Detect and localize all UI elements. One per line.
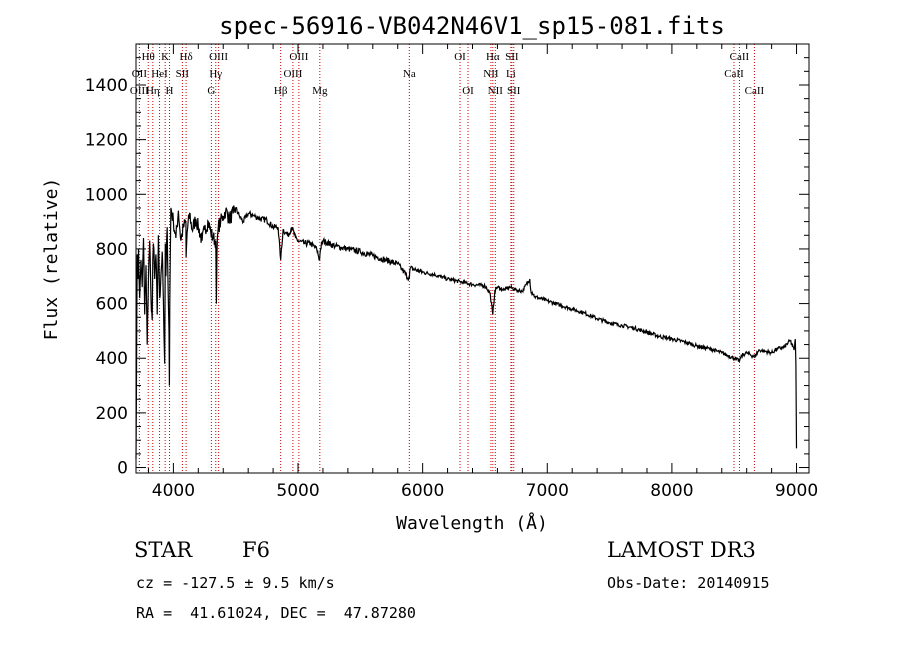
object-subclass: F6 bbox=[242, 538, 270, 562]
line-label-Mg: Mg bbox=[312, 85, 328, 97]
line-label-Na: Na bbox=[403, 68, 416, 80]
y-tick-label: 200 bbox=[96, 404, 128, 424]
y-axis-label: Flux (relative) bbox=[41, 178, 62, 341]
line-label-CaII: CaII bbox=[745, 85, 765, 97]
line-label-K: K bbox=[161, 51, 169, 63]
y-tick-label: 1400 bbox=[85, 76, 128, 96]
line-label-Hθ: Hθ bbox=[142, 51, 155, 63]
coordinates-readout: RA = 41.61024, DEC = 47.87280 bbox=[136, 604, 416, 622]
line-label-CaII: CaII bbox=[724, 68, 744, 80]
x-tick-label: 6000 bbox=[401, 481, 444, 501]
chart-title: spec-56916-VB042N46V1_sp15-081.fits bbox=[219, 12, 725, 40]
line-label-OIII: OIII bbox=[289, 51, 308, 63]
survey-name: LAMOST DR3 bbox=[607, 538, 756, 562]
x-tick-label: 4000 bbox=[152, 481, 195, 501]
y-tick-label: 600 bbox=[96, 295, 128, 315]
line-label-Hη: Hη bbox=[146, 85, 160, 97]
line-label-OIII: OIII bbox=[283, 68, 302, 80]
line-label-SII: SII bbox=[176, 68, 190, 80]
line-label-SII: SII bbox=[505, 51, 519, 63]
line-label-NII: NII bbox=[483, 68, 499, 80]
x-axis: 4000 5000 6000 7000 8000 9000 bbox=[147, 44, 818, 501]
line-label-SII: SII bbox=[507, 85, 521, 97]
y-tick-label: 1200 bbox=[85, 131, 128, 151]
line-label-Hγ: Hγ bbox=[209, 68, 222, 80]
line-label-NII: NII bbox=[488, 85, 504, 97]
line-label-HeI: HeI bbox=[151, 68, 168, 80]
object-class: STAR bbox=[134, 538, 193, 562]
spectrum-series-spectrum bbox=[135, 205, 798, 460]
line-label-OIII: OIII bbox=[209, 51, 228, 63]
line-label-H: H bbox=[166, 85, 174, 97]
x-tick-label: 8000 bbox=[650, 481, 693, 501]
line-label-OII: OII bbox=[132, 68, 148, 80]
x-tick-label: 9000 bbox=[775, 481, 818, 501]
line-label-Li: Li bbox=[506, 68, 516, 80]
line-label-OIII: OIII bbox=[130, 85, 149, 97]
line-label-Hδ: Hδ bbox=[180, 51, 193, 63]
line-label-OI: OI bbox=[454, 51, 466, 63]
y-tick-label: 800 bbox=[96, 240, 128, 260]
y-tick-label: 1000 bbox=[85, 185, 128, 205]
x-tick-label: 7000 bbox=[526, 481, 569, 501]
y-tick-label: 400 bbox=[96, 349, 128, 369]
y-axis: 0 200 400 600 800 1000 1200 1400 bbox=[85, 57, 809, 479]
line-label-Hβ: Hβ bbox=[274, 85, 288, 97]
line-label-OI: OI bbox=[462, 85, 474, 97]
y-tick-label: 0 bbox=[117, 459, 128, 479]
line-label-CaII: CaII bbox=[730, 51, 750, 63]
x-tick-label: 5000 bbox=[276, 481, 319, 501]
x-axis-label: Wavelength (Å) bbox=[396, 512, 548, 534]
plot-frame bbox=[135, 43, 810, 474]
observation-date: Obs-Date: 20140915 bbox=[607, 574, 770, 592]
redshift-readout: cz = -127.5 ± 9.5 km/s bbox=[136, 574, 335, 592]
line-label-Hα: Hα bbox=[486, 51, 500, 63]
line-markers bbox=[138, 44, 755, 473]
line-label-G: G bbox=[207, 85, 215, 97]
